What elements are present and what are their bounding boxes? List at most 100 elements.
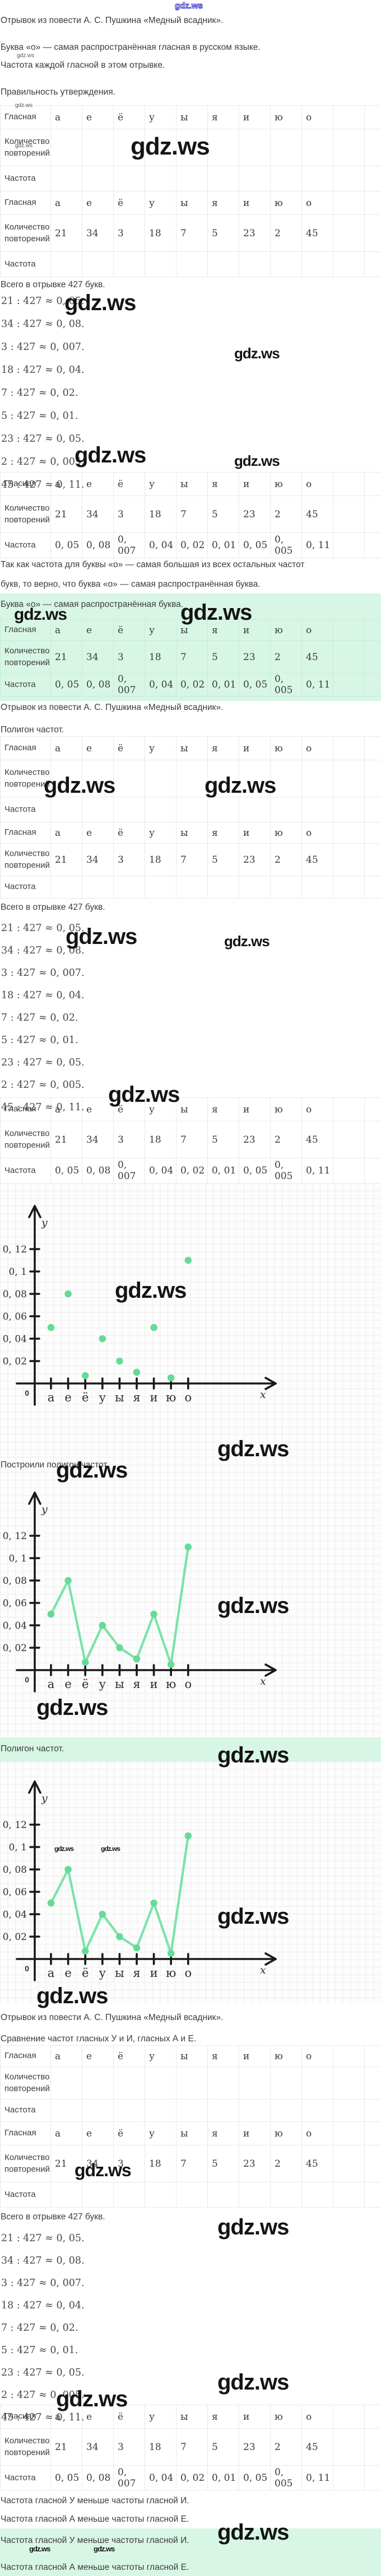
data-point (116, 1644, 123, 1652)
frequency-calculations-2: 21 : 427 ≈ 0, 05. 34 : 427 ≈ 0, 08. 3 : 42… (1, 920, 85, 1122)
data-point (133, 1944, 141, 1952)
count-cell: 34 (82, 641, 114, 674)
data-point (64, 1866, 72, 1873)
data-point (133, 1655, 141, 1663)
data-point (99, 1621, 106, 1629)
count-cell (364, 760, 381, 797)
watermark: gdz.ws (29, 2545, 50, 2553)
y-tick-label: 0, 02 (3, 1932, 27, 1943)
frequency-cell (50, 166, 82, 191)
frequency-cell (333, 2465, 365, 2491)
frequency-cell (333, 876, 365, 899)
frequency-cell (239, 166, 271, 191)
row-label: Гласная (0, 472, 51, 496)
count-cell (239, 2067, 271, 2100)
vowel-cell: у (145, 2405, 176, 2429)
frequency-cell: 0, 007 (113, 532, 145, 558)
frequency-cell (207, 166, 239, 191)
count-cell (333, 1121, 365, 1158)
count-cell (113, 129, 145, 166)
count-cell: 7 (176, 1121, 208, 1158)
count-cell (207, 2067, 239, 2100)
vowel-cell: а (50, 2405, 82, 2429)
row-label: Частота (0, 2465, 51, 2491)
vowel-cell: я (207, 736, 239, 760)
row-label: Частота (0, 166, 51, 191)
watermark: gdz.ws (56, 2387, 128, 2411)
watermark: gdz.ws (217, 2370, 289, 2395)
frequency-cell (50, 2182, 82, 2208)
count-cell (364, 641, 381, 674)
x-tick-label: а (48, 1677, 55, 1691)
vowel-cell: у (145, 1097, 176, 1121)
vowel-cell: и (239, 472, 271, 496)
y-tick-label: 0, 08 (3, 1575, 27, 1587)
frequency-cell (207, 251, 239, 277)
row-label: Количество повторений (0, 843, 51, 876)
count-cell (145, 760, 176, 797)
count-cell (333, 2145, 365, 2182)
vowel-cell: ё (113, 2405, 145, 2429)
count-cell: 23 (239, 641, 271, 674)
formula-line: 21 : 427 ≈ 0, 05. (1, 2233, 85, 2244)
frequency-cell: 0, 04 (145, 532, 176, 558)
vowel-cell: ю (270, 619, 302, 641)
frequency-cell: 0, 005 (270, 2465, 302, 2491)
vowel-cell: у (145, 619, 176, 641)
count-cell: 45 (301, 214, 333, 252)
row-label: Количество повторений (0, 495, 51, 533)
vowel-cell: ю (270, 105, 302, 129)
frequency-cell (113, 876, 145, 899)
frequency-cell (333, 2182, 365, 2208)
count-cell (301, 129, 333, 166)
frequency-cell: 0, 08 (82, 532, 114, 558)
vowel-cell: е (82, 822, 114, 844)
formula-line: 7 : 427 ≈ 0, 02. (1, 387, 78, 399)
formula-line: 18 : 427 ≈ 0, 04. (1, 990, 85, 1001)
watermark: gdz.ws (205, 773, 276, 798)
count-cell: 23 (239, 2428, 271, 2466)
vowel-cell: ы (176, 191, 208, 215)
count-cell: 5 (207, 214, 239, 252)
data-point (150, 1610, 157, 1618)
row-label: Гласная (0, 105, 51, 129)
watermark: gdz.ws (180, 600, 252, 625)
row-label: Количество повторений (0, 2067, 51, 2100)
vowel-cell: и (239, 191, 271, 215)
frequency-cell: 0, 01 (207, 532, 239, 558)
vowel-table-empty-3: Гласная а е ё у ы я и ю о Количество повторений Час… (0, 2045, 381, 2122)
frequency-cell: 0, 02 (176, 1158, 208, 1184)
y-tick-label: 0, 1 (9, 1266, 27, 1278)
vowel-cell (333, 191, 365, 215)
frequency-cell (145, 2099, 176, 2122)
x-tick-label: е (64, 1677, 71, 1691)
formula-line: 2 : 427 ≈ 0, 005. (1, 456, 85, 467)
x-tick-label: ю (166, 1966, 176, 1980)
row-label: Количество повторений (0, 760, 51, 797)
vowel-table-full-3: Гласная а е ё у ы я и ю о Количество повторений 21 3… (0, 2405, 381, 2491)
vowel-cell: ё (113, 2045, 145, 2067)
total-letters-text: Всего в отрывке 427 букв. (1, 280, 105, 289)
frequency-cell (333, 532, 365, 558)
formula-line: 23 : 427 ≈ 0, 05. (1, 2367, 85, 2378)
watermark: gdz.ws (234, 452, 280, 469)
data-point (167, 1949, 175, 1957)
data-point (99, 1910, 106, 1918)
count-cell: 5 (207, 641, 239, 674)
vowel-cell: ы (176, 472, 208, 496)
data-point (150, 1324, 157, 1331)
vowel-cell: а (50, 822, 82, 844)
count-cell: 45 (301, 495, 333, 533)
origin-label: 0 (25, 1388, 29, 1397)
count-cell (82, 760, 114, 797)
data-point (116, 1933, 123, 1941)
answer-highlight-block: Буква «о» — самая распространённая буква… (0, 593, 381, 701)
count-cell: 23 (239, 495, 271, 533)
count-cell (364, 2145, 381, 2182)
count-cell: 34 (82, 214, 114, 252)
x-tick-label: и (150, 1391, 158, 1404)
formula-line: 18 : 427 ≈ 0, 04. (1, 364, 85, 376)
correctness-text: Правильность утверждения. (1, 87, 115, 97)
watermark: gdz.ws (44, 773, 115, 798)
frequency-cell: 0, 08 (82, 2465, 114, 2491)
